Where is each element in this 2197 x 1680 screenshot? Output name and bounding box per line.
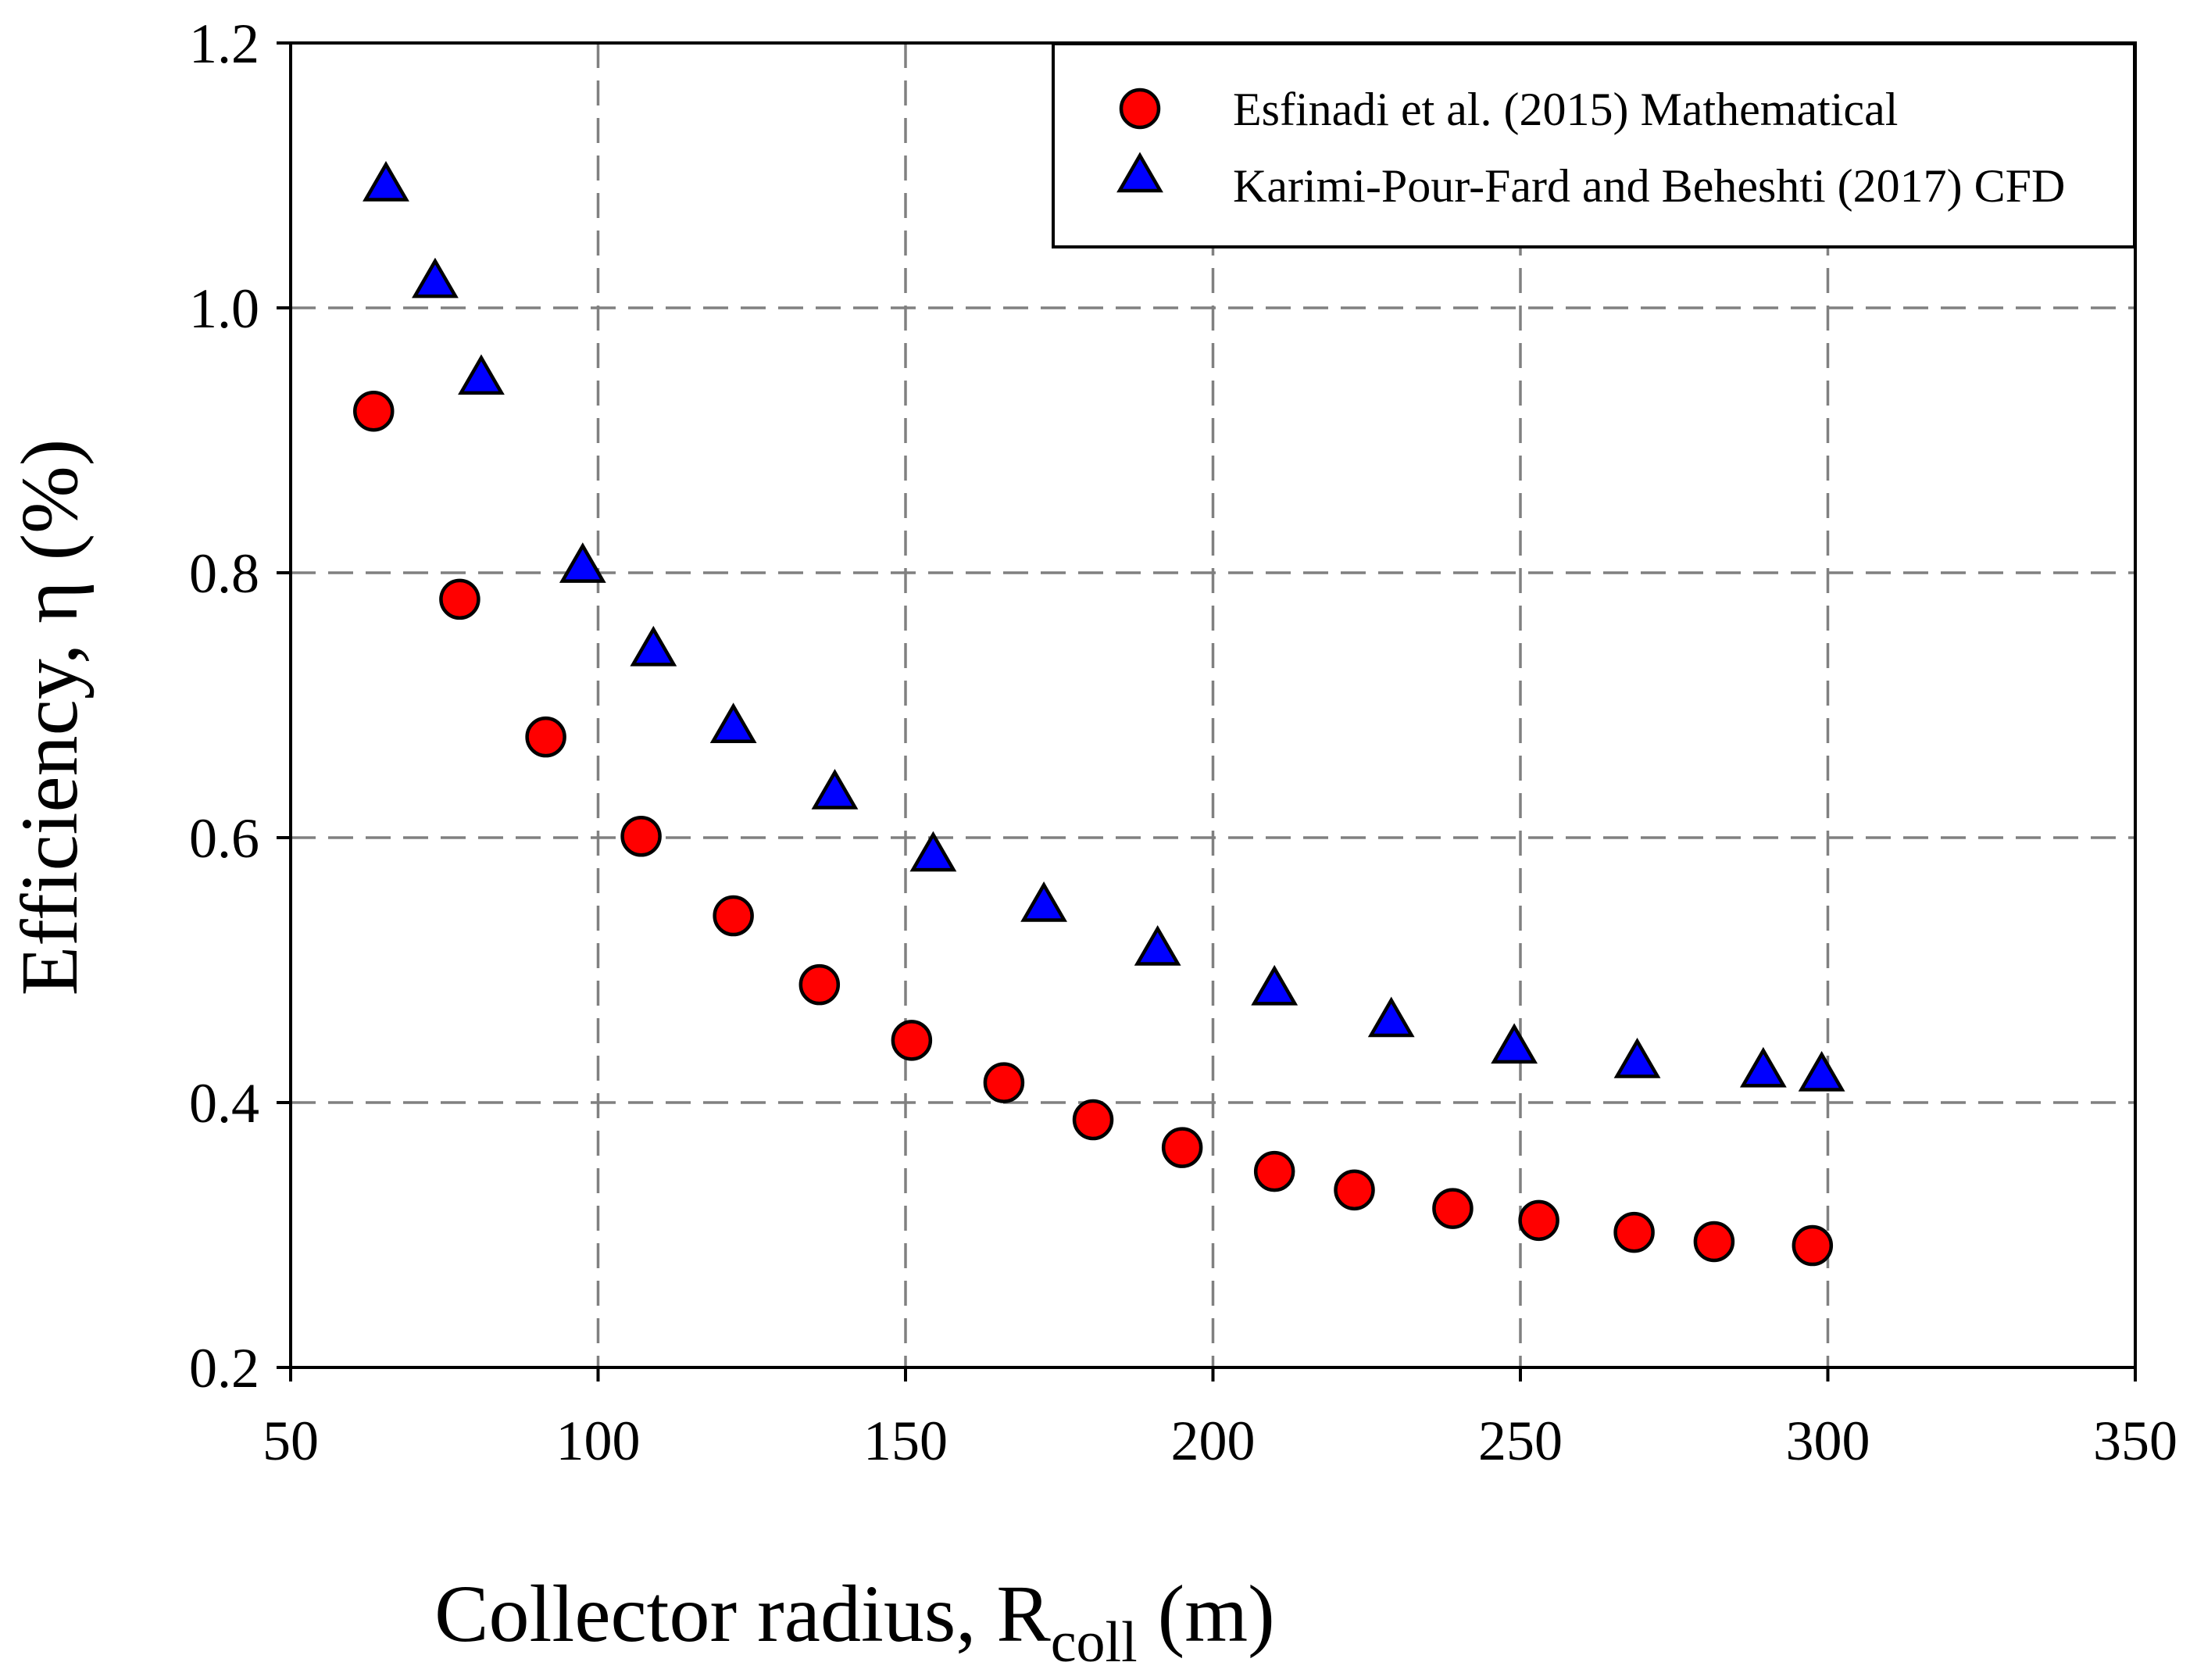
x-tick-label: 300 bbox=[1786, 1410, 1870, 1472]
legend-label-mathematical: Esfinadi et al. (2015) Mathematical bbox=[1233, 84, 1898, 135]
data-point-triangle bbox=[363, 160, 409, 202]
legend-marker-triangle bbox=[1116, 152, 1163, 193]
legend-marker-circle bbox=[1119, 88, 1161, 130]
data-point-circle bbox=[713, 895, 754, 937]
data-point-triangle bbox=[1491, 1023, 1538, 1064]
data-point-triangle bbox=[1739, 1046, 1787, 1088]
data-point-circle bbox=[798, 963, 841, 1006]
x-axis-title-subscript: coll bbox=[1051, 1610, 1138, 1675]
data-point-circle bbox=[620, 816, 662, 857]
y-tick-label: 0.8 bbox=[189, 542, 259, 605]
data-point-triangle bbox=[1251, 964, 1299, 1006]
data-point-circle bbox=[1693, 1221, 1735, 1263]
x-axis-title-unit-space bbox=[1138, 1569, 1158, 1659]
x-tick-label: 50 bbox=[263, 1410, 319, 1472]
x-axis-title: Collector radius, Rcoll (m) bbox=[434, 1569, 1275, 1675]
data-point-circle bbox=[1161, 1127, 1203, 1168]
data-point-circle bbox=[1334, 1169, 1375, 1211]
data-point-triangle bbox=[1798, 1050, 1845, 1092]
grid bbox=[291, 43, 2135, 1367]
data-point-triangle bbox=[909, 831, 957, 872]
series-1 bbox=[352, 390, 1834, 1267]
data-series bbox=[352, 160, 1845, 1267]
x-tick-label: 350 bbox=[2093, 1410, 2177, 1472]
data-point-triangle bbox=[559, 542, 606, 583]
data-point-circle bbox=[1072, 1099, 1114, 1141]
y-tick-label: 0.2 bbox=[189, 1337, 259, 1399]
data-point-triangle bbox=[412, 257, 459, 298]
data-point-triangle bbox=[630, 625, 677, 667]
data-point-circle bbox=[1613, 1211, 1655, 1253]
axis-ticks: 50 100 150 200 250 300 350 0.2 0.4 0.6 0.8 1.0 1.2 bbox=[189, 13, 2177, 1472]
data-point-triangle bbox=[709, 702, 757, 743]
series-2 bbox=[363, 160, 1845, 1092]
data-point-circle bbox=[983, 1062, 1025, 1103]
data-point-circle bbox=[1792, 1224, 1834, 1267]
data-point-circle bbox=[439, 578, 480, 620]
data-point-triangle bbox=[458, 354, 505, 395]
data-point-triangle bbox=[1134, 924, 1181, 966]
y-tick-label: 1.0 bbox=[189, 277, 259, 340]
x-tick-label: 100 bbox=[556, 1410, 641, 1472]
data-point-triangle bbox=[1020, 881, 1067, 922]
y-tick-label: 1.2 bbox=[189, 13, 259, 75]
x-tick-label: 250 bbox=[1478, 1410, 1563, 1472]
data-point-triangle bbox=[1613, 1038, 1661, 1078]
x-tick-label: 200 bbox=[1171, 1410, 1256, 1472]
data-point-triangle bbox=[1367, 996, 1415, 1038]
data-point-circle bbox=[1432, 1188, 1474, 1229]
data-point-triangle bbox=[811, 768, 859, 810]
y-tick-label: 0.6 bbox=[189, 807, 259, 870]
y-tick-label: 0.4 bbox=[189, 1072, 259, 1135]
legend: Esfinadi et al. (2015) Mathematical Kari… bbox=[1052, 42, 2136, 248]
data-point-circle bbox=[1518, 1199, 1559, 1242]
data-point-circle bbox=[525, 716, 566, 758]
y-axis-title: Efficiency, η (%) bbox=[5, 439, 95, 996]
legend-label-cfd: Karimi-Pour-Fard and Beheshti (2017) CFD bbox=[1233, 160, 2065, 212]
data-point-circle bbox=[891, 1020, 933, 1061]
data-point-circle bbox=[1253, 1150, 1295, 1192]
x-axis-title-unit: (m) bbox=[1158, 1569, 1275, 1659]
data-point-circle bbox=[352, 390, 395, 432]
x-axis-title-main: Collector radius, R bbox=[434, 1569, 1051, 1659]
legend-box bbox=[1052, 42, 2136, 248]
x-tick-label: 150 bbox=[863, 1410, 948, 1472]
